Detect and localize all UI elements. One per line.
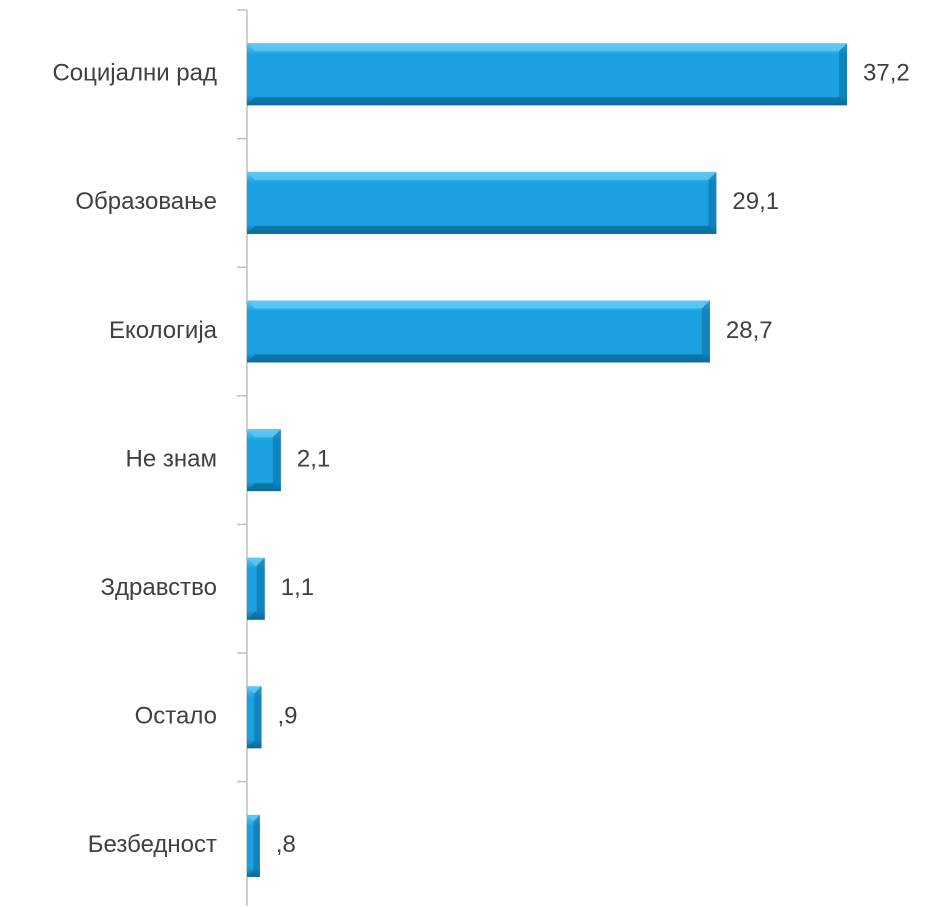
bar — [247, 300, 710, 363]
category-label: Здравство — [101, 574, 218, 601]
bar — [247, 686, 262, 749]
category-label: Остало — [135, 703, 217, 730]
category-label: Екологија — [109, 317, 218, 344]
category-label: Не знам — [126, 445, 217, 472]
bar — [247, 43, 848, 106]
bar — [247, 171, 717, 234]
category-labels: Социјални рад Образовање Екологија Не знам З… — [52, 60, 217, 859]
value-label: 2,1 — [297, 445, 330, 472]
bars-group — [247, 43, 848, 877]
value-label: 29,1 — [732, 188, 779, 215]
category-label: Образовање — [75, 188, 217, 215]
category-label: Социјални рад — [52, 60, 217, 87]
bar — [247, 429, 281, 492]
value-label: ,8 — [276, 831, 296, 858]
category-label: Безбедност — [88, 831, 217, 858]
value-labels: 37,2 29,1 28,7 2,1 1,1 ,9 ,8 — [276, 60, 910, 859]
axis-ticks — [237, 9, 247, 783]
value-label: ,9 — [278, 703, 298, 730]
value-label: 28,7 — [726, 317, 773, 344]
value-label: 37,2 — [863, 60, 910, 87]
value-label: 1,1 — [281, 574, 314, 601]
bar — [247, 814, 260, 877]
bar — [247, 557, 265, 620]
